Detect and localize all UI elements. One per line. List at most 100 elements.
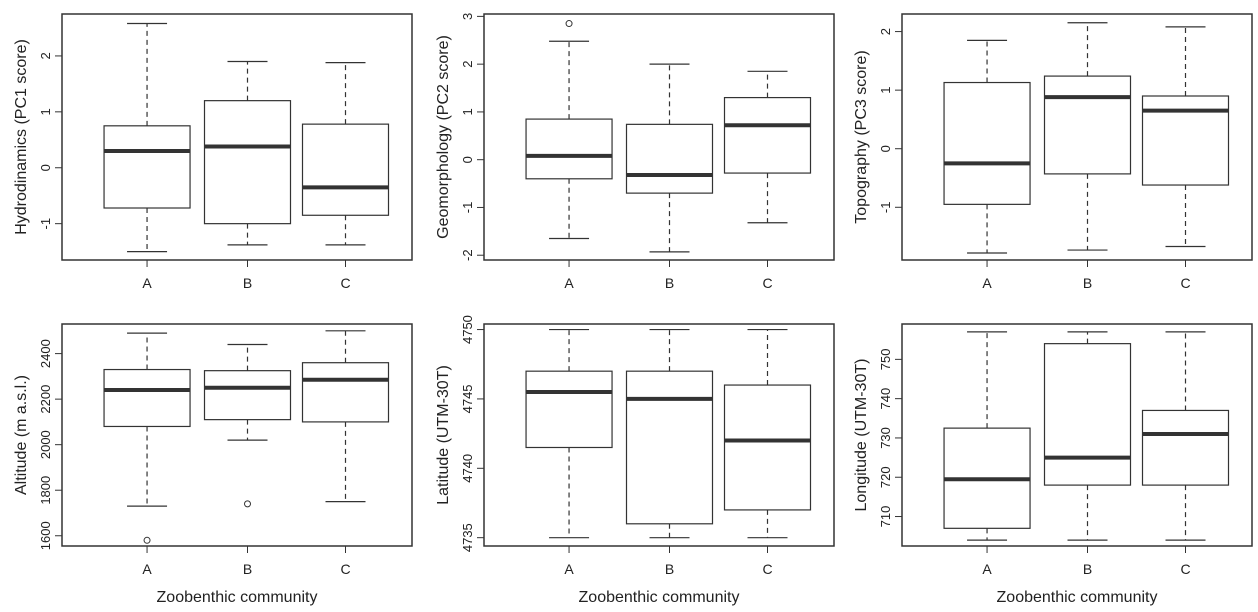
plot-frame	[901, 323, 1253, 547]
x-category-label: A	[142, 275, 152, 291]
panel-5: 4735 4740 4745 4750 Latitude (UTM-30T) A B C Zoo…	[435, 315, 835, 606]
outlier-point	[244, 500, 251, 508]
box-C	[301, 62, 390, 246]
x-category-label: C	[1180, 275, 1190, 291]
y-tick-label: 750	[878, 349, 893, 371]
y-axis-label: Hydrodinamics (PC1 score)	[13, 39, 30, 235]
iqr-box	[625, 123, 714, 194]
panel-1: -1 0 1 2 Hydrodinamics (PC1 score) A B C	[13, 13, 413, 291]
y-tick-label: 740	[878, 388, 893, 410]
box-B	[1043, 22, 1132, 251]
x-category-label: C	[1180, 561, 1190, 577]
iqr-box	[203, 100, 292, 225]
x-category-label: B	[243, 275, 252, 291]
y-tick-label: 2	[38, 52, 53, 59]
y-tick-label: 2400	[38, 339, 53, 368]
y-tick-label: -1	[38, 218, 53, 230]
y-tick-label: 1800	[38, 476, 53, 505]
plot-frame	[483, 13, 835, 261]
box-C	[723, 328, 812, 539]
box-B	[1043, 331, 1132, 541]
iqr-box	[943, 81, 1031, 205]
y-axis-label: Topography (PC3 score)	[853, 50, 870, 223]
y-tick-label: 0	[38, 164, 53, 171]
y-tick-label: 1	[878, 87, 893, 94]
box-C	[301, 330, 390, 503]
x-category-label: A	[564, 275, 574, 291]
panel-2: -2 -1 0 1 2 3 Geomorphology (PC2 score) A B C	[435, 13, 835, 291]
plot-frame	[901, 13, 1253, 261]
x-category-label: C	[340, 561, 350, 577]
box-B	[625, 328, 714, 539]
plot-frame	[483, 323, 835, 547]
y-tick-label: 4745	[460, 384, 475, 413]
iqr-box	[203, 370, 292, 421]
y-tick-label: -2	[460, 249, 475, 261]
iqr-box	[723, 384, 812, 511]
y-tick-label: -1	[460, 202, 475, 214]
y-tick-label: 2	[460, 61, 475, 68]
x-category-label: C	[762, 275, 772, 291]
box-C	[1141, 26, 1230, 248]
iqr-box	[103, 368, 191, 428]
x-category-label: B	[665, 561, 674, 577]
y-tick-label: 3	[460, 13, 475, 20]
y-tick-label: 1	[38, 108, 53, 115]
x-category-label: B	[243, 561, 252, 577]
iqr-box	[301, 362, 390, 423]
outlier-point	[565, 20, 573, 28]
x-category-label: A	[142, 561, 152, 577]
iqr-box	[723, 96, 812, 174]
y-tick-label: 730	[878, 427, 893, 449]
iqr-box	[525, 370, 613, 449]
outlier-point	[143, 536, 151, 544]
box-A	[103, 22, 191, 253]
box-B	[625, 63, 714, 253]
y-axis-label: Latitude (UTM-30T)	[435, 365, 452, 505]
box-A	[943, 331, 1031, 541]
x-category-label: B	[1083, 561, 1092, 577]
y-tick-label: 1600	[38, 521, 53, 550]
x-category-label: B	[665, 275, 674, 291]
iqr-box	[1043, 75, 1132, 175]
y-tick-label: 4740	[460, 454, 475, 483]
box-B	[203, 343, 292, 508]
x-category-label: C	[762, 561, 772, 577]
plot-frame	[61, 323, 413, 547]
box-C	[723, 70, 812, 224]
box-A	[943, 39, 1031, 254]
box-A	[103, 332, 191, 544]
iqr-box	[525, 118, 613, 180]
box-A	[525, 20, 613, 240]
y-tick-label: 4750	[460, 315, 475, 344]
y-axis-label: Altitude (m a.s.l.)	[13, 375, 30, 495]
panel-3: -1 0 1 2 Topography (PC3 score) A B C	[853, 13, 1253, 291]
y-tick-label: 1	[460, 108, 475, 115]
iqr-box	[625, 370, 714, 525]
x-category-label: A	[982, 275, 992, 291]
iqr-box	[1043, 343, 1132, 486]
box-A	[525, 328, 613, 539]
iqr-box	[103, 125, 191, 209]
y-tick-label: 2000	[38, 430, 53, 459]
plot-frame	[61, 13, 413, 261]
y-tick-label: 720	[878, 466, 893, 488]
x-category-label: A	[564, 561, 574, 577]
x-category-label: A	[982, 561, 992, 577]
y-tick-label: 0	[878, 145, 893, 152]
box-C	[1141, 331, 1230, 541]
y-tick-label: 2	[878, 28, 893, 35]
box-B	[203, 60, 292, 246]
x-category-label: B	[1083, 275, 1092, 291]
y-tick-label: 710	[878, 506, 893, 528]
y-tick-label: -1	[878, 202, 893, 214]
y-axis-label: Longitude (UTM-30T)	[853, 359, 870, 512]
x-category-label: C	[340, 275, 350, 291]
iqr-box	[1141, 409, 1230, 486]
y-axis-label: Geomorphology (PC2 score)	[435, 35, 452, 239]
x-axis-label: Zoobenthic community	[157, 589, 318, 606]
y-tick-label: 2200	[38, 385, 53, 414]
y-tick-label: 0	[460, 156, 475, 163]
iqr-box	[301, 123, 390, 216]
